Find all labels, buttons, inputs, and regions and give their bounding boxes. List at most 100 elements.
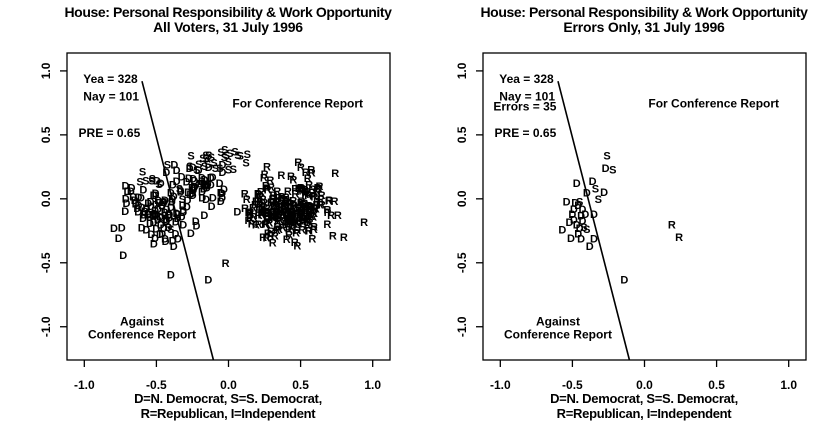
point-R: R — [262, 207, 270, 219]
point-D: D — [165, 210, 173, 222]
point-R: R — [263, 232, 271, 244]
point-R: R — [329, 231, 337, 243]
point-R: R — [255, 190, 263, 202]
point-R: R — [307, 201, 315, 213]
point-D: D — [570, 204, 578, 216]
x-tick-label: -0.5 — [562, 378, 583, 392]
pre-value: PRE = 0.65 — [495, 126, 557, 140]
point-S: S — [142, 176, 149, 188]
point-R: R — [299, 216, 307, 228]
point-D: D — [162, 214, 170, 226]
point-R: R — [309, 212, 317, 224]
point-R: R — [292, 217, 300, 229]
point-R: R — [295, 204, 303, 216]
point-D: D — [157, 219, 165, 231]
point-R: R — [267, 226, 275, 238]
point-R: R — [269, 193, 277, 205]
point-R: R — [331, 168, 339, 180]
point-D: D — [134, 192, 142, 204]
point-D: D — [188, 182, 196, 194]
point-D: D — [154, 204, 162, 216]
point-R: R — [264, 208, 272, 220]
errors-count: Errors = 35 — [493, 100, 556, 114]
point-S: S — [139, 166, 146, 178]
point-D: D — [200, 178, 208, 190]
point-R: R — [260, 198, 268, 210]
point-R: R — [298, 185, 306, 197]
point-D: D — [147, 229, 155, 241]
point-D: D — [170, 159, 178, 171]
x-tick-label: 1.0 — [780, 378, 797, 392]
point-R: R — [284, 219, 292, 231]
point-R: R — [296, 209, 304, 221]
point-R: R — [288, 217, 296, 229]
point-D: D — [577, 210, 585, 222]
point-S: S — [223, 150, 230, 162]
point-S: S — [149, 173, 156, 185]
point-D: D — [600, 187, 608, 199]
point-D: D — [151, 210, 159, 222]
point-D: D — [142, 225, 150, 237]
point-D: D — [184, 187, 192, 199]
point-R: R — [275, 224, 283, 236]
point-R: R — [243, 194, 251, 206]
point-D: D — [165, 209, 173, 221]
point-R: R — [297, 162, 305, 174]
point-R: R — [287, 215, 295, 227]
point-R: R — [260, 202, 268, 214]
point-R: R — [252, 219, 260, 231]
point-R: R — [264, 184, 272, 196]
point-D: D — [122, 180, 130, 192]
point-R: R — [257, 208, 265, 220]
point-D: D — [558, 225, 566, 237]
y-tick-label: 0.0 — [455, 190, 469, 207]
point-R: R — [289, 196, 297, 208]
point-D: D — [154, 195, 162, 207]
point-D: D — [218, 167, 226, 179]
point-R: R — [308, 167, 316, 179]
point-R: R — [304, 190, 312, 202]
y-tick-label: 1.0 — [39, 62, 53, 79]
point-D: D — [152, 200, 160, 212]
point-R: R — [310, 203, 318, 215]
point-R: R — [310, 208, 318, 220]
point-D: D — [131, 195, 139, 207]
point-R: R — [290, 215, 298, 227]
point-S: S — [221, 152, 228, 164]
x-tick-label: 0.5 — [292, 378, 309, 392]
point-R: R — [287, 171, 295, 183]
point-R: R — [305, 200, 313, 212]
point-R: R — [282, 207, 290, 219]
x-tick-label: 0.0 — [636, 378, 653, 392]
point-D: D — [198, 173, 206, 185]
point-D: D — [152, 188, 160, 200]
point-R: R — [303, 204, 311, 216]
point-R: R — [254, 189, 262, 201]
y-tick-label: 0.0 — [39, 190, 53, 207]
point-R: R — [304, 220, 312, 232]
point-S: S — [237, 150, 244, 162]
point-D: D — [174, 213, 182, 225]
point-D: D — [150, 239, 158, 251]
point-D: D — [150, 217, 158, 229]
point-D: D — [168, 196, 176, 208]
point-S: S — [205, 150, 212, 162]
point-R: R — [272, 197, 280, 209]
point-D: D — [127, 186, 135, 198]
point-R: R — [280, 201, 288, 213]
point-R: R — [325, 195, 333, 207]
point-S: S — [136, 176, 143, 188]
point-D: D — [583, 187, 591, 199]
point-D: D — [179, 219, 187, 231]
point-R: R — [296, 186, 304, 198]
point-S: S — [242, 157, 249, 169]
point-R: R — [246, 213, 254, 225]
point-R: R — [288, 207, 296, 219]
point-S: S — [167, 224, 174, 236]
point-S: S — [234, 150, 241, 162]
point-R: R — [313, 200, 321, 212]
point-D: D — [570, 214, 578, 226]
point-D: D — [178, 211, 186, 223]
y-tick-label: 0.5 — [455, 126, 469, 143]
